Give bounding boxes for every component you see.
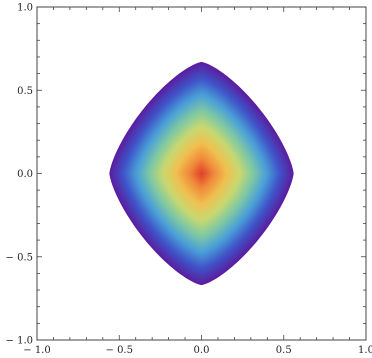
x-tick-label: 0.5 [276,345,292,356]
y-tick-label: 0.0 [17,169,33,180]
x-tick-label: − 0.5 [106,345,133,356]
tick-labels: − 1.0 − 0.5 0.0 0.5 1.0 1.0 0.5 0.0 − 0.5 − 1.0 [6,3,372,357]
x-tick-label: 0.0 [194,345,210,356]
density-field [109,61,294,286]
y-tick-label: − 0.5 [6,252,33,263]
y-tick-label: 1.0 [17,3,33,14]
density-contour-band [199,171,204,176]
x-tick-label: 1.0 [358,345,372,356]
axis-ticks [36,6,367,341]
x-tick-label: − 1.0 [23,345,50,356]
y-tick-label: − 1.0 [6,336,33,347]
y-tick-label: 0.5 [17,86,33,97]
